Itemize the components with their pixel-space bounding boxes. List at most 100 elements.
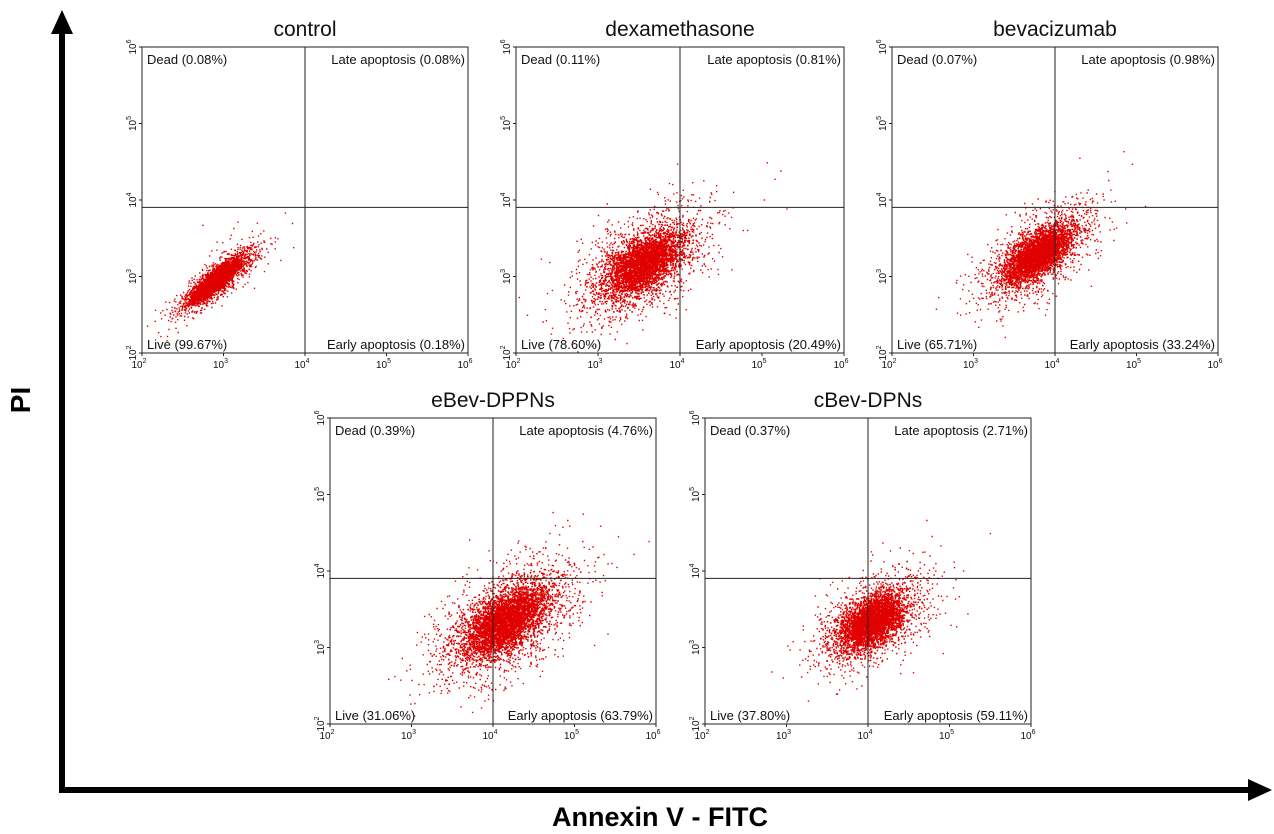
x-tick-label: 104: [482, 729, 497, 742]
event-cloud: [935, 151, 1147, 349]
y-tick-label: 105: [126, 116, 139, 131]
panel-title: cBev-DPNs: [814, 389, 923, 412]
quadrant-label-dead: Dead (0.11%): [521, 52, 600, 67]
panel-2: bevacizumab Dead (0.07%) Late apoptosis (0…: [876, 18, 1223, 371]
x-tick-label: 104: [669, 358, 684, 371]
panel-title: control: [273, 18, 336, 41]
event-cloud: [146, 212, 295, 342]
quadrant-label-early: Early apoptosis (20.49%): [696, 337, 841, 352]
y-tick-labels: 102 103 104 105 106: [689, 410, 705, 732]
figure-x-axis-title: Annexin V - FITC: [552, 802, 768, 832]
y-tick-label: 104: [689, 563, 702, 578]
y-tick-label: 102: [689, 716, 702, 731]
scatter-points: [388, 511, 650, 717]
y-tick-labels: 102 103 104 105 106: [876, 39, 892, 361]
panel-4: cBev-DPNs Dead (0.37%) Late apoptosis (2.7…: [689, 389, 1036, 742]
scatter-points: [771, 519, 992, 702]
x-tick-label: 102: [319, 729, 334, 742]
y-tick-label: 106: [314, 410, 327, 425]
y-tick-label: 103: [126, 269, 139, 284]
y-tick-label: 103: [689, 640, 702, 655]
x-tick-label: 105: [1126, 358, 1141, 371]
quadrant-label-late: Late apoptosis (4.76%): [519, 423, 653, 438]
quadrant-label-dead: Dead (0.39%): [335, 423, 415, 438]
x-tick-label: 102: [694, 729, 709, 742]
y-tick-label: 106: [500, 39, 513, 54]
panels: control Dead (0.08%) Late apoptosis (0.08%…: [126, 18, 1223, 742]
x-tick-label: 104: [857, 729, 872, 742]
x-tick-labels: 102 103 104 105 106: [505, 353, 849, 371]
x-tick-labels: 102 103 104 105 106: [319, 724, 661, 742]
x-tick-labels: 102 103 104 105 106: [881, 353, 1223, 371]
x-tick-labels: 102 103 104 105 106: [131, 353, 473, 371]
y-tick-label: 105: [689, 487, 702, 502]
x-tick-label: 103: [776, 729, 791, 742]
event-cloud: [518, 162, 788, 353]
y-tick-label: 102: [126, 345, 139, 360]
x-tick-label: 104: [294, 358, 309, 371]
x-tick-label: 106: [1020, 729, 1035, 742]
quadrant-label-early: Early apoptosis (63.79%): [508, 708, 653, 723]
scatter-points: [935, 151, 1147, 349]
x-tick-labels: 102 103 104 105 106: [694, 724, 1036, 742]
y-tick-label: 104: [876, 192, 889, 207]
quadrant-label-late: Late apoptosis (0.81%): [707, 52, 841, 67]
panel-0: control Dead (0.08%) Late apoptosis (0.08%…: [126, 18, 473, 371]
y-tick-label: 106: [126, 39, 139, 54]
quadrant-label-late: Late apoptosis (0.08%): [331, 52, 465, 67]
y-tick-label: 104: [126, 192, 139, 207]
quadrant-label-early: Early apoptosis (0.18%): [327, 337, 465, 352]
x-tick-label: 106: [833, 358, 848, 371]
x-tick-label: 102: [505, 358, 520, 371]
y-tick-label: 106: [689, 410, 702, 425]
quadrant-label-live: Live (99.67%): [147, 337, 227, 352]
y-tick-label: 103: [500, 269, 513, 284]
quadrant-label-dead: Dead (0.08%): [147, 52, 227, 67]
quadrant-label-dead: Dead (0.37%): [710, 423, 790, 438]
scatter-points: [146, 212, 295, 342]
x-tick-label: 103: [587, 358, 602, 371]
panel-1: dexamethasone Dead (0.11%) Late apoptosis …: [500, 18, 849, 371]
x-tick-label: 106: [645, 729, 660, 742]
x-tick-label: 103: [213, 358, 228, 371]
y-tick-label: 102: [500, 345, 513, 360]
x-tick-label: 105: [564, 729, 579, 742]
y-tick-labels: 102 103 104 105 106: [314, 410, 330, 732]
x-tick-label: 103: [401, 729, 416, 742]
y-tick-labels: 102 103 104 105 106: [126, 39, 142, 361]
quadrant-label-late: Late apoptosis (2.71%): [894, 423, 1028, 438]
y-tick-label: 106: [876, 39, 889, 54]
x-tick-label: 104: [1044, 358, 1059, 371]
x-tick-label: 103: [963, 358, 978, 371]
figure-x-axis: [59, 779, 1272, 801]
quadrant-label-live: Live (37.80%): [710, 708, 790, 723]
x-tick-label: 105: [939, 729, 954, 742]
quadrant-label-dead: Dead (0.07%): [897, 52, 977, 67]
quadrant-label-live: Live (65.71%): [897, 337, 977, 352]
event-cloud: [771, 519, 992, 702]
quadrant-label-live: Live (78.60%): [521, 337, 601, 352]
x-tick-label: 102: [881, 358, 896, 371]
x-tick-label: 106: [457, 358, 472, 371]
x-tick-label: 106: [1207, 358, 1222, 371]
panel-title: eBev-DPPNs: [431, 389, 555, 412]
quadrant-label-late: Late apoptosis (0.98%): [1081, 52, 1215, 67]
y-tick-label: 103: [314, 640, 327, 655]
x-tick-label: 102: [131, 358, 146, 371]
x-tick-label: 105: [751, 358, 766, 371]
figure-y-axis-title: PI: [5, 387, 36, 413]
y-tick-label: 104: [314, 563, 327, 578]
quadrant-label-live: Live (31.06%): [335, 708, 415, 723]
panel-title: bevacizumab: [993, 18, 1117, 41]
y-tick-labels: 102 103 104 105 106: [500, 39, 516, 361]
event-cloud: [388, 511, 650, 717]
scatter-points: [518, 162, 788, 353]
quadrant-label-early: Early apoptosis (59.11%): [884, 708, 1028, 723]
y-tick-label: 105: [876, 116, 889, 131]
y-tick-label: 102: [876, 345, 889, 360]
y-tick-label: 105: [500, 116, 513, 131]
figure-y-axis: [51, 10, 73, 790]
y-tick-label: 105: [314, 487, 327, 502]
quadrant-label-early: Early apoptosis (33.24%): [1070, 337, 1215, 352]
